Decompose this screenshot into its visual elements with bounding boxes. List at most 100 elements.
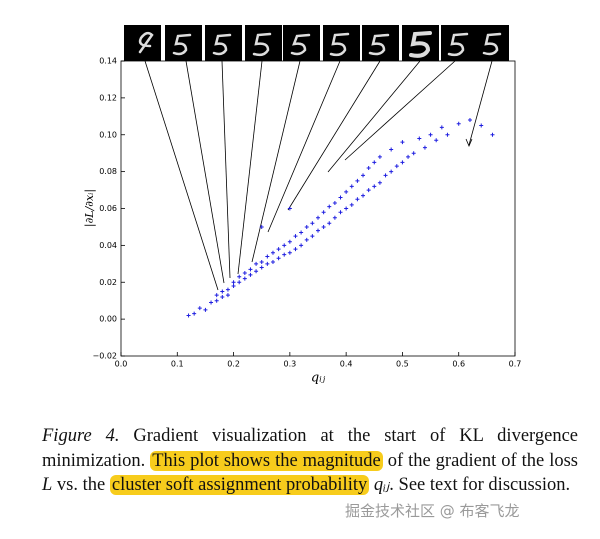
data-point <box>467 118 472 122</box>
y-tick-label: 0.12 <box>99 93 117 102</box>
data-point <box>366 165 371 170</box>
data-point <box>377 154 382 159</box>
data-point <box>361 193 366 198</box>
y-axis-label: |∂L/∂xᵢ| <box>83 189 97 227</box>
data-point <box>237 280 242 285</box>
data-point <box>276 247 281 252</box>
data-point <box>214 293 219 298</box>
data-point <box>265 261 270 266</box>
y-tick-label: −0.02 <box>92 352 117 361</box>
data-point <box>259 265 264 270</box>
x-tick-label: 0.1 <box>171 360 184 369</box>
data-point <box>456 121 461 126</box>
data-point <box>276 256 281 261</box>
y-tick-label: 0.02 <box>99 278 117 287</box>
data-point <box>237 274 242 279</box>
data-point <box>282 252 287 257</box>
data-point <box>254 269 259 274</box>
data-point <box>287 239 292 244</box>
y-tick-label: 0.06 <box>99 204 117 213</box>
data-point <box>349 184 354 189</box>
data-point <box>434 138 439 143</box>
data-point <box>316 228 320 233</box>
data-point <box>389 169 394 174</box>
data-point <box>248 272 253 277</box>
data-point <box>248 267 253 272</box>
data-point <box>231 283 236 288</box>
data-point <box>445 132 450 137</box>
figure-caption: Figure 4. Gradient visualization at the … <box>42 424 578 498</box>
data-point <box>332 200 337 205</box>
data-point <box>377 180 382 185</box>
caption-label: Figure 4. <box>42 426 120 446</box>
data-point <box>287 250 292 255</box>
data-point <box>355 197 360 202</box>
caption-math: qᵢⱼ <box>373 475 390 495</box>
data-point <box>400 140 405 145</box>
data-point <box>259 224 264 229</box>
data-point <box>422 145 427 150</box>
data-point <box>400 160 405 165</box>
data-point <box>259 259 264 264</box>
data-point <box>310 221 315 226</box>
data-point <box>242 271 247 276</box>
y-tick-label: 0.14 <box>99 57 117 66</box>
caption-math: L <box>42 475 53 495</box>
data-point <box>389 147 394 152</box>
data-point <box>293 247 298 252</box>
data-point <box>225 287 230 292</box>
data-point <box>344 189 349 194</box>
data-point <box>209 300 214 305</box>
data-point <box>225 293 230 298</box>
data-point <box>411 151 416 156</box>
data-point <box>406 154 411 159</box>
caption-text: . See text for discussion. <box>389 475 571 495</box>
y-tick-label: 0.00 <box>99 315 117 324</box>
data-point <box>231 280 236 285</box>
data-point <box>344 206 349 211</box>
x-axis-label: qᵢⱼ <box>311 371 326 386</box>
data-point <box>338 210 343 215</box>
data-point <box>197 306 202 311</box>
data-point <box>299 243 304 248</box>
x-tick-label: 0.7 <box>509 360 522 369</box>
annotation-lines <box>144 60 493 291</box>
data-point <box>270 250 275 255</box>
data-point <box>321 224 326 229</box>
data-point <box>220 295 225 299</box>
data-point <box>265 254 270 259</box>
plot-frame <box>120 60 516 357</box>
data-point <box>349 202 354 207</box>
figure: qᵢⱼ |∂L/∂xᵢ| 0.0 0.1 0.2 0.3 0.4 0.5 0.6 0.7 −0.… <box>83 25 522 386</box>
x-tick-label: 0.0 <box>115 360 128 369</box>
data-point <box>282 243 287 248</box>
x-tick-label: 0.3 <box>283 360 296 369</box>
y-tick-label: 0.04 <box>99 241 117 250</box>
data-point <box>327 204 332 209</box>
data-point <box>214 298 219 303</box>
data-point <box>439 125 444 130</box>
data-point <box>490 132 495 137</box>
x-tick-label: 0.2 <box>227 360 240 369</box>
digit-strokes <box>138 31 502 58</box>
x-tick-label: 0.4 <box>340 360 353 369</box>
data-point <box>316 215 320 220</box>
data-point <box>479 123 484 128</box>
data-point <box>186 313 191 318</box>
caption-text: of the gradient of the loss <box>382 450 578 471</box>
data-point <box>299 230 304 235</box>
data-point <box>332 215 337 220</box>
data-point <box>254 261 259 266</box>
watermark: 掘金技术社区 @ 布客飞龙 <box>345 500 520 521</box>
data-point <box>366 188 371 193</box>
x-tick-label: 0.6 <box>452 360 465 369</box>
data-point <box>192 311 197 316</box>
data-point <box>310 234 315 239</box>
data-point <box>394 164 399 169</box>
data-point <box>220 289 225 294</box>
data-point <box>287 206 292 211</box>
data-point <box>383 173 388 178</box>
data-point <box>304 237 309 242</box>
data-point <box>321 210 326 215</box>
